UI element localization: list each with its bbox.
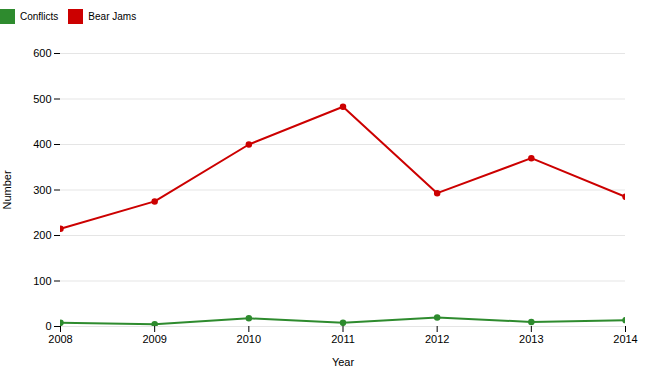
svg-text:2014: 2014 (613, 333, 637, 345)
svg-text:2013: 2013 (519, 333, 543, 345)
svg-text:0: 0 (45, 320, 51, 332)
html-text:Conflicts: Conflicts (20, 11, 59, 22)
svg-text:2012: 2012 (425, 333, 449, 345)
svg-text:Number: Number (1, 170, 13, 209)
svg-text:200: 200 (33, 229, 51, 241)
svg-text:2010: 2010 (237, 333, 261, 345)
svg-text:100: 100 (33, 275, 51, 287)
svg-text:500: 500 (33, 93, 51, 105)
html-text:Bear Jams: Bear Jams (88, 11, 137, 22)
svg-text:2009: 2009 (142, 333, 166, 345)
svg-text:2011: 2011 (331, 333, 355, 345)
svg-text:300: 300 (33, 184, 51, 196)
svg-text:600: 600 (33, 47, 51, 59)
svg-text:2008: 2008 (48, 333, 72, 345)
svg-text:Year: Year (332, 356, 355, 368)
svg-text:400: 400 (33, 138, 51, 150)
